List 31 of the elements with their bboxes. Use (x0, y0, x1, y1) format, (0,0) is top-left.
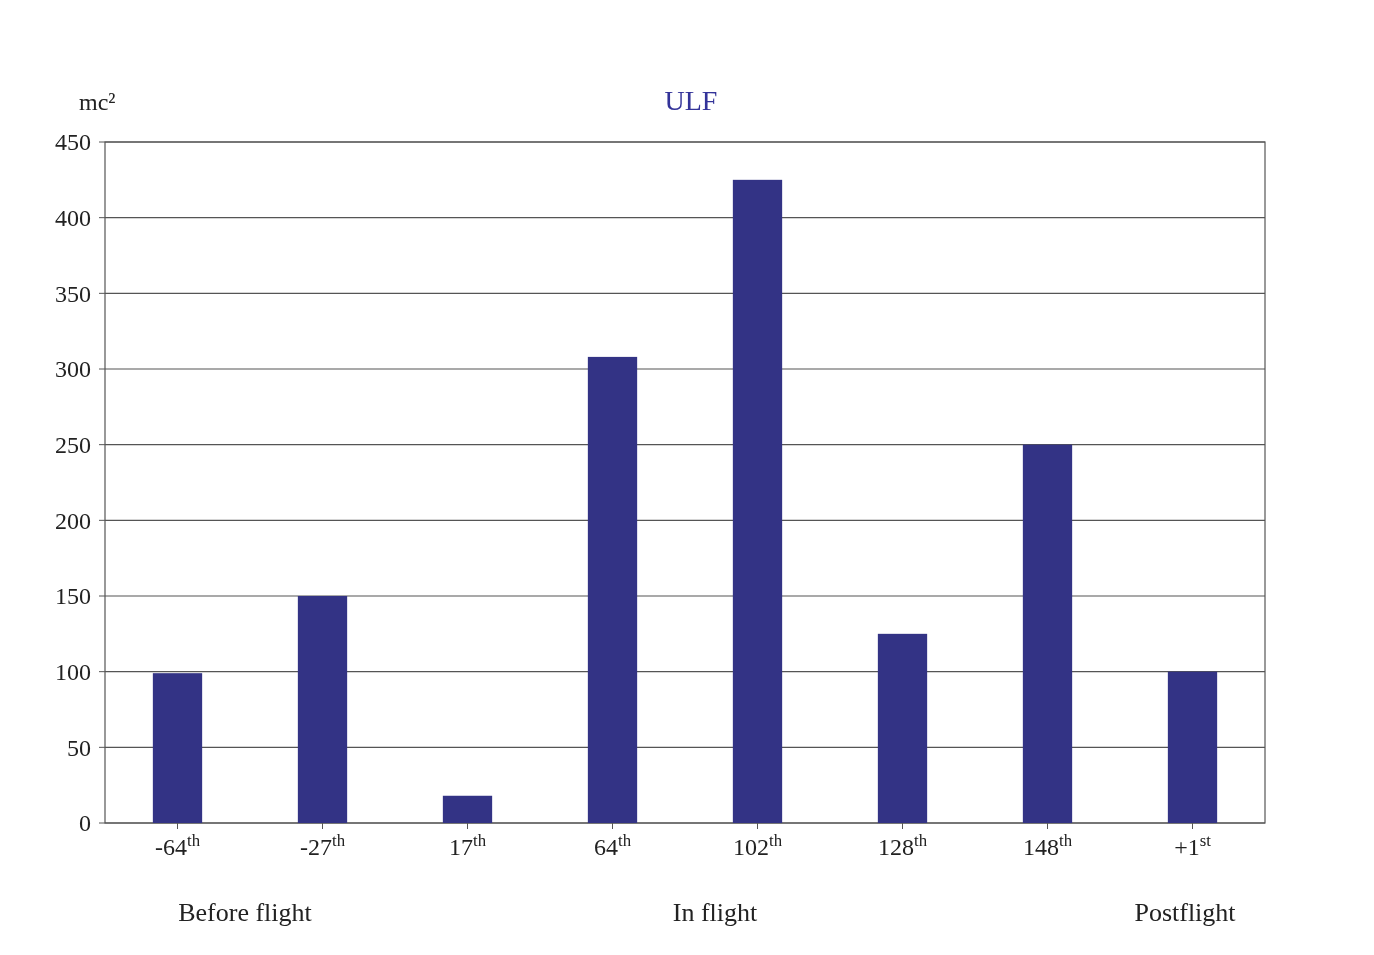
y-tick-label: 100 (55, 659, 91, 686)
y-tick-label: 350 (55, 280, 91, 307)
bar (152, 673, 203, 823)
x-tick-label: 64$^{th}$ (593, 830, 632, 860)
bar (587, 356, 638, 823)
y-tick-label: 400 (55, 205, 91, 232)
y-tick-label: 50 (67, 734, 91, 761)
x-tick-label: -27$^{th}$ (299, 830, 346, 860)
text: Postflight (1134, 898, 1237, 927)
bar (442, 795, 493, 823)
bar (1167, 671, 1218, 823)
x-tick-label: +1$^{st}$ (1174, 830, 1212, 860)
x-tick-label: 148$^{th}$ (1022, 830, 1073, 860)
x-tick-label: 17$^{th}$ (448, 830, 487, 860)
y-tick-label: 300 (55, 356, 91, 383)
y-axis-title: mc² (79, 89, 116, 115)
text: Before flight (178, 898, 313, 927)
y-tick-label: 200 (55, 507, 91, 534)
x-tick-label: 128$^{th}$ (877, 830, 928, 860)
y-tick-label: 450 (55, 129, 91, 156)
y-tick-label: 150 (55, 583, 91, 610)
bar (877, 633, 928, 823)
y-tick-label: 0 (79, 810, 91, 837)
bar (732, 179, 783, 823)
bar (297, 596, 348, 823)
x-tick-label: 102$^{th}$ (732, 830, 783, 860)
y-tick-label: 250 (55, 432, 91, 459)
text: In flight (672, 898, 759, 927)
chart-title: ULF (664, 85, 718, 116)
bar (1022, 444, 1073, 823)
x-tick-label: -64$^{th}$ (154, 830, 201, 860)
